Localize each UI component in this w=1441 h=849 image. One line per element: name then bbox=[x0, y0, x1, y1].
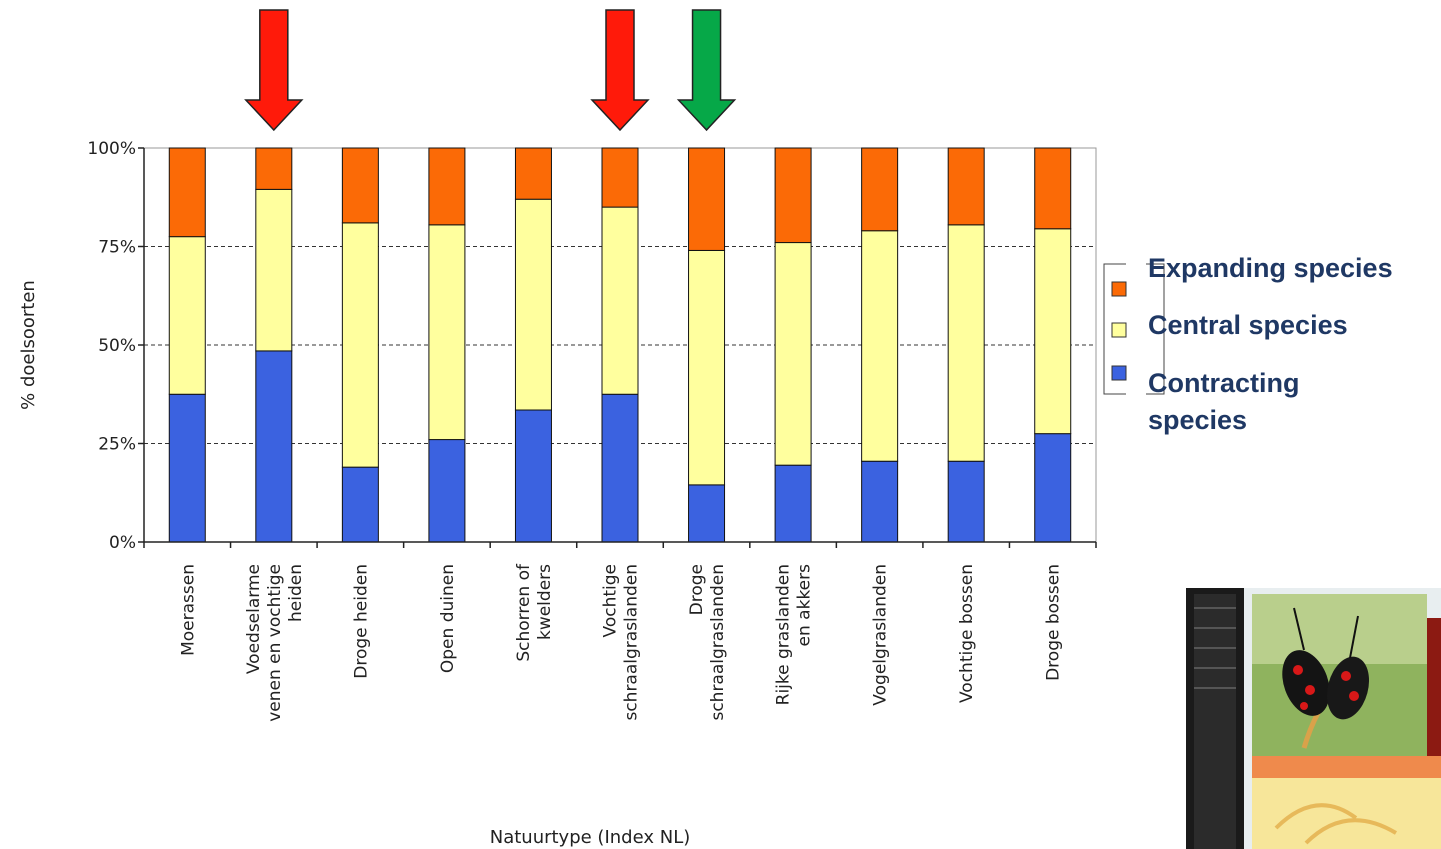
y-tick-label: 75% bbox=[98, 238, 136, 258]
bar-segment bbox=[947, 147, 985, 226]
bar-segment bbox=[255, 147, 293, 190]
bar-segment bbox=[688, 484, 726, 543]
bar-segment bbox=[514, 147, 552, 200]
category-label-line: venen en vochtige bbox=[265, 564, 285, 722]
bar-segment bbox=[341, 222, 379, 468]
bar-segment bbox=[774, 464, 812, 543]
legend: Expanding species Central species Contract… bbox=[1103, 250, 1393, 435]
book-cover-image bbox=[1186, 588, 1441, 849]
bar-segment bbox=[255, 188, 293, 352]
bar-segment bbox=[168, 147, 206, 238]
category-label: Moerassen bbox=[178, 564, 198, 656]
category-label-line: Voedselarme bbox=[244, 564, 264, 674]
bar-segment bbox=[1034, 228, 1072, 435]
bar-segment bbox=[861, 147, 899, 232]
category-label-line: Vogelgraslanden bbox=[871, 564, 891, 706]
legend-label: Contracting bbox=[1148, 368, 1300, 398]
legend-mask bbox=[1126, 250, 1146, 400]
y-tick-labels: 0% 25% 50% 75% 100% bbox=[87, 139, 136, 553]
highlight-arrow bbox=[590, 9, 650, 132]
bar-segment bbox=[774, 242, 812, 466]
category-label-line: Vochtige bbox=[601, 564, 621, 637]
legend-label: Expanding species bbox=[1148, 253, 1393, 283]
category-label-line: Droge bossen bbox=[1044, 564, 1064, 681]
bar-segment bbox=[1034, 433, 1072, 543]
bar-segment bbox=[601, 393, 639, 543]
bar-segment bbox=[601, 147, 639, 208]
bar-segment bbox=[428, 439, 466, 543]
legend-swatch bbox=[1111, 365, 1127, 381]
bar-segment bbox=[947, 224, 985, 462]
bar-segment bbox=[168, 393, 206, 543]
bar-segment bbox=[688, 147, 726, 251]
category-label-line: en akkers bbox=[795, 564, 815, 647]
y-axis-label: % doelsoorten bbox=[18, 280, 39, 410]
bar-segment bbox=[428, 224, 466, 441]
category-label: Vochtige bossen bbox=[957, 564, 977, 703]
category-label: Vogelgraslanden bbox=[871, 564, 891, 706]
bar-segment bbox=[341, 147, 379, 224]
legend-label: Central species bbox=[1148, 310, 1348, 340]
legend-swatch bbox=[1111, 281, 1127, 297]
axes bbox=[138, 147, 1097, 548]
category-label: Vochtige schraalgraslanden bbox=[601, 564, 642, 721]
category-label-line: schraalgraslanden bbox=[622, 564, 642, 721]
category-labels: Moerassen Voedselarme venen en vochtige hei… bbox=[178, 563, 1063, 722]
category-label: Droge heiden bbox=[351, 564, 371, 679]
butterfly-book-photo bbox=[1186, 588, 1441, 849]
x-axis-label: Natuurtype (Index NL) bbox=[490, 827, 691, 848]
highlight-arrow bbox=[676, 9, 737, 132]
category-label-line: Droge heiden bbox=[351, 564, 371, 679]
category-label-line: Droge bbox=[687, 564, 707, 615]
bar-segment bbox=[341, 466, 379, 543]
book-spine-ridges bbox=[1194, 594, 1236, 849]
bar-segment bbox=[861, 460, 899, 543]
category-label-line: Open duinen bbox=[438, 564, 458, 673]
category-label-line: Schorren of bbox=[514, 563, 534, 662]
category-label-line: Vochtige bossen bbox=[957, 564, 977, 703]
category-label: Schorren of kwelders bbox=[514, 563, 555, 662]
category-label: Droge bossen bbox=[1044, 564, 1064, 681]
category-label-line: schraalgraslanden bbox=[708, 564, 728, 721]
category-label-line: heiden bbox=[286, 564, 306, 622]
legend-swatch bbox=[1111, 322, 1127, 338]
bar-segment bbox=[168, 236, 206, 395]
bar-segment bbox=[688, 249, 726, 486]
bar-segment bbox=[947, 460, 985, 543]
bar-segment bbox=[255, 350, 293, 543]
bar-segment bbox=[428, 147, 466, 226]
bar-segment bbox=[514, 198, 552, 411]
bars bbox=[168, 147, 1072, 543]
category-label: Rijke graslanden en akkers bbox=[774, 564, 815, 705]
bar-segment bbox=[774, 147, 812, 244]
category-label: Open duinen bbox=[438, 564, 458, 673]
y-tick-label: 0% bbox=[109, 533, 136, 553]
y-tick-label: 100% bbox=[87, 139, 136, 159]
bar-segment bbox=[1034, 147, 1072, 230]
category-label-line: kwelders bbox=[535, 564, 555, 640]
bar-segment bbox=[861, 230, 899, 462]
y-tick-label: 50% bbox=[98, 336, 136, 356]
bar-segment bbox=[601, 206, 639, 395]
category-label: Voedselarme venen en vochtige heiden bbox=[244, 564, 306, 722]
legend-label: species bbox=[1148, 405, 1247, 435]
y-tick-label: 25% bbox=[98, 435, 136, 455]
highlight-arrow bbox=[244, 9, 304, 132]
bar-segment bbox=[514, 409, 552, 543]
arrows bbox=[244, 9, 737, 132]
category-label-line: Moerassen bbox=[178, 564, 198, 656]
category-label-line: Rijke graslanden bbox=[774, 564, 794, 705]
category-label: Droge schraalgraslanden bbox=[687, 564, 728, 721]
